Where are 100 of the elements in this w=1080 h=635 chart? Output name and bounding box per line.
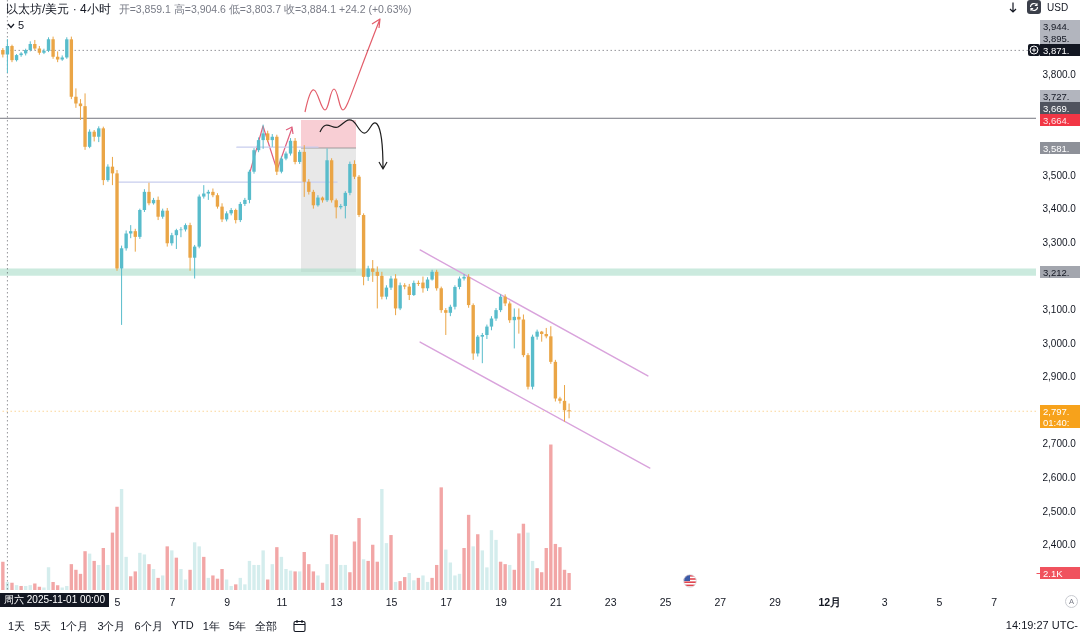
bar xyxy=(421,575,425,590)
bar xyxy=(69,564,74,590)
candlestick xyxy=(293,137,297,165)
text: 1年 xyxy=(202,619,220,634)
candlestick xyxy=(220,202,224,223)
bar xyxy=(133,571,137,590)
y2-tick-label: 2.1K xyxy=(1043,567,1080,579)
y-tick-label: 3,400.0 xyxy=(1042,203,1077,215)
candlestick xyxy=(371,259,375,283)
bar xyxy=(526,532,530,590)
bar xyxy=(165,546,169,590)
y-tick-label: 2,400.0 xyxy=(1042,539,1077,551)
candlestick xyxy=(380,271,384,300)
bar xyxy=(270,564,274,590)
x-tick-label: 23 xyxy=(604,595,617,608)
bar xyxy=(471,546,475,590)
candlestick xyxy=(558,396,562,405)
bar xyxy=(28,585,32,590)
bar xyxy=(252,564,256,590)
bar xyxy=(224,579,229,590)
candlestick xyxy=(133,228,137,253)
bar xyxy=(567,573,571,590)
x-tick-label: 19 xyxy=(495,595,508,608)
bar xyxy=(261,550,265,590)
chart-title: 以太坊/美元 · 4小时 xyxy=(6,1,111,18)
y-tick-label: 2,900.0 xyxy=(1042,371,1077,383)
y-tick-label: 2,700.0 xyxy=(1042,438,1077,450)
text: 14:19:27 UTC- xyxy=(1005,619,1078,631)
ref-line-label: 周六 2025-11-01 00:00 xyxy=(0,593,109,607)
bar xyxy=(503,564,507,590)
x-tick-label: 5 xyxy=(936,595,943,608)
bar xyxy=(297,571,302,590)
bar xyxy=(83,551,87,590)
text: 1个月 xyxy=(60,619,89,634)
text: 3,944. xyxy=(1043,20,1080,32)
bar xyxy=(129,576,133,590)
bar xyxy=(14,585,19,590)
bar xyxy=(275,547,279,590)
candlestick xyxy=(78,98,83,121)
bar xyxy=(138,552,142,590)
bar xyxy=(55,585,60,590)
bar xyxy=(142,554,147,590)
bar xyxy=(197,546,201,590)
candlestick xyxy=(352,159,357,180)
bar xyxy=(266,579,270,590)
x-tick-label: 7 xyxy=(169,595,176,608)
bar xyxy=(115,506,119,590)
bar xyxy=(188,569,192,590)
candlestick xyxy=(517,307,521,335)
candlestick xyxy=(179,226,183,238)
candlestick xyxy=(252,147,256,175)
chart-subtitle: 开=3,859.1 高=3,904.6 低=3,803.7 收=3,884.1 +24.2 (+0.63%) xyxy=(118,3,412,17)
bar xyxy=(398,581,402,590)
bar xyxy=(234,584,238,590)
ref-line-label: 3,871. xyxy=(1043,44,1080,56)
text: USD xyxy=(1047,2,1069,13)
text: YTD xyxy=(171,619,194,633)
candlestick xyxy=(19,51,23,58)
candlestick xyxy=(444,307,448,336)
candlestick xyxy=(74,87,78,109)
text: 3,664. xyxy=(1043,114,1080,126)
text: 全部 xyxy=(254,619,277,634)
y-tick-label: 2,500.0 xyxy=(1042,505,1077,517)
bar xyxy=(1,561,5,590)
x-tick-label: 15 xyxy=(385,595,398,608)
x-tick-label: 12月 xyxy=(818,595,842,608)
bar xyxy=(147,564,151,590)
bar xyxy=(357,518,361,590)
x-tick-label: 17 xyxy=(440,595,453,608)
x-tick-label: 27 xyxy=(714,595,727,608)
y-tick-label: 3,300.0 xyxy=(1042,236,1077,248)
x-tick-label: 13 xyxy=(330,595,343,608)
bar xyxy=(293,571,297,590)
candlestick xyxy=(156,196,160,221)
ref-line-label: 3,669. xyxy=(1043,102,1080,114)
bar xyxy=(160,575,165,590)
x-tick-label: 29 xyxy=(769,595,782,608)
bar xyxy=(549,444,553,590)
bar xyxy=(156,577,160,590)
ref-line-label: 2,797. 01:40: xyxy=(1043,405,1080,428)
candlestick xyxy=(453,284,457,310)
bar xyxy=(558,547,562,590)
y-tick-label: 3,100.0 xyxy=(1042,303,1077,315)
candlestick xyxy=(261,124,265,150)
y-tick-label: 2,600.0 xyxy=(1042,471,1077,483)
candlestick xyxy=(316,194,320,208)
candlestick xyxy=(124,229,128,252)
bar xyxy=(92,560,96,590)
text: 3,895. xyxy=(1043,32,1080,44)
x-tick-label: 25 xyxy=(659,595,672,608)
x-tick-label: 9 xyxy=(224,595,231,608)
candlestick xyxy=(42,48,46,55)
bar xyxy=(311,571,316,590)
bar xyxy=(220,568,224,590)
band-label: 3,212. xyxy=(1043,266,1080,278)
bar xyxy=(51,581,55,590)
text: 6个月 xyxy=(134,619,163,634)
bar xyxy=(10,582,14,590)
bar xyxy=(535,568,539,590)
candlestick xyxy=(398,282,402,311)
